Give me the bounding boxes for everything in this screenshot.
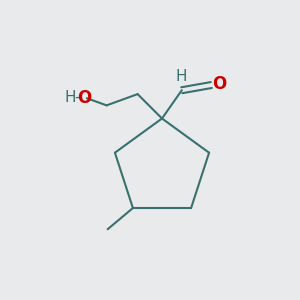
Text: O: O [77, 89, 92, 107]
Text: H: H [64, 90, 76, 105]
Text: -: - [74, 90, 80, 105]
Text: H: H [175, 69, 187, 84]
Text: O: O [212, 75, 226, 93]
